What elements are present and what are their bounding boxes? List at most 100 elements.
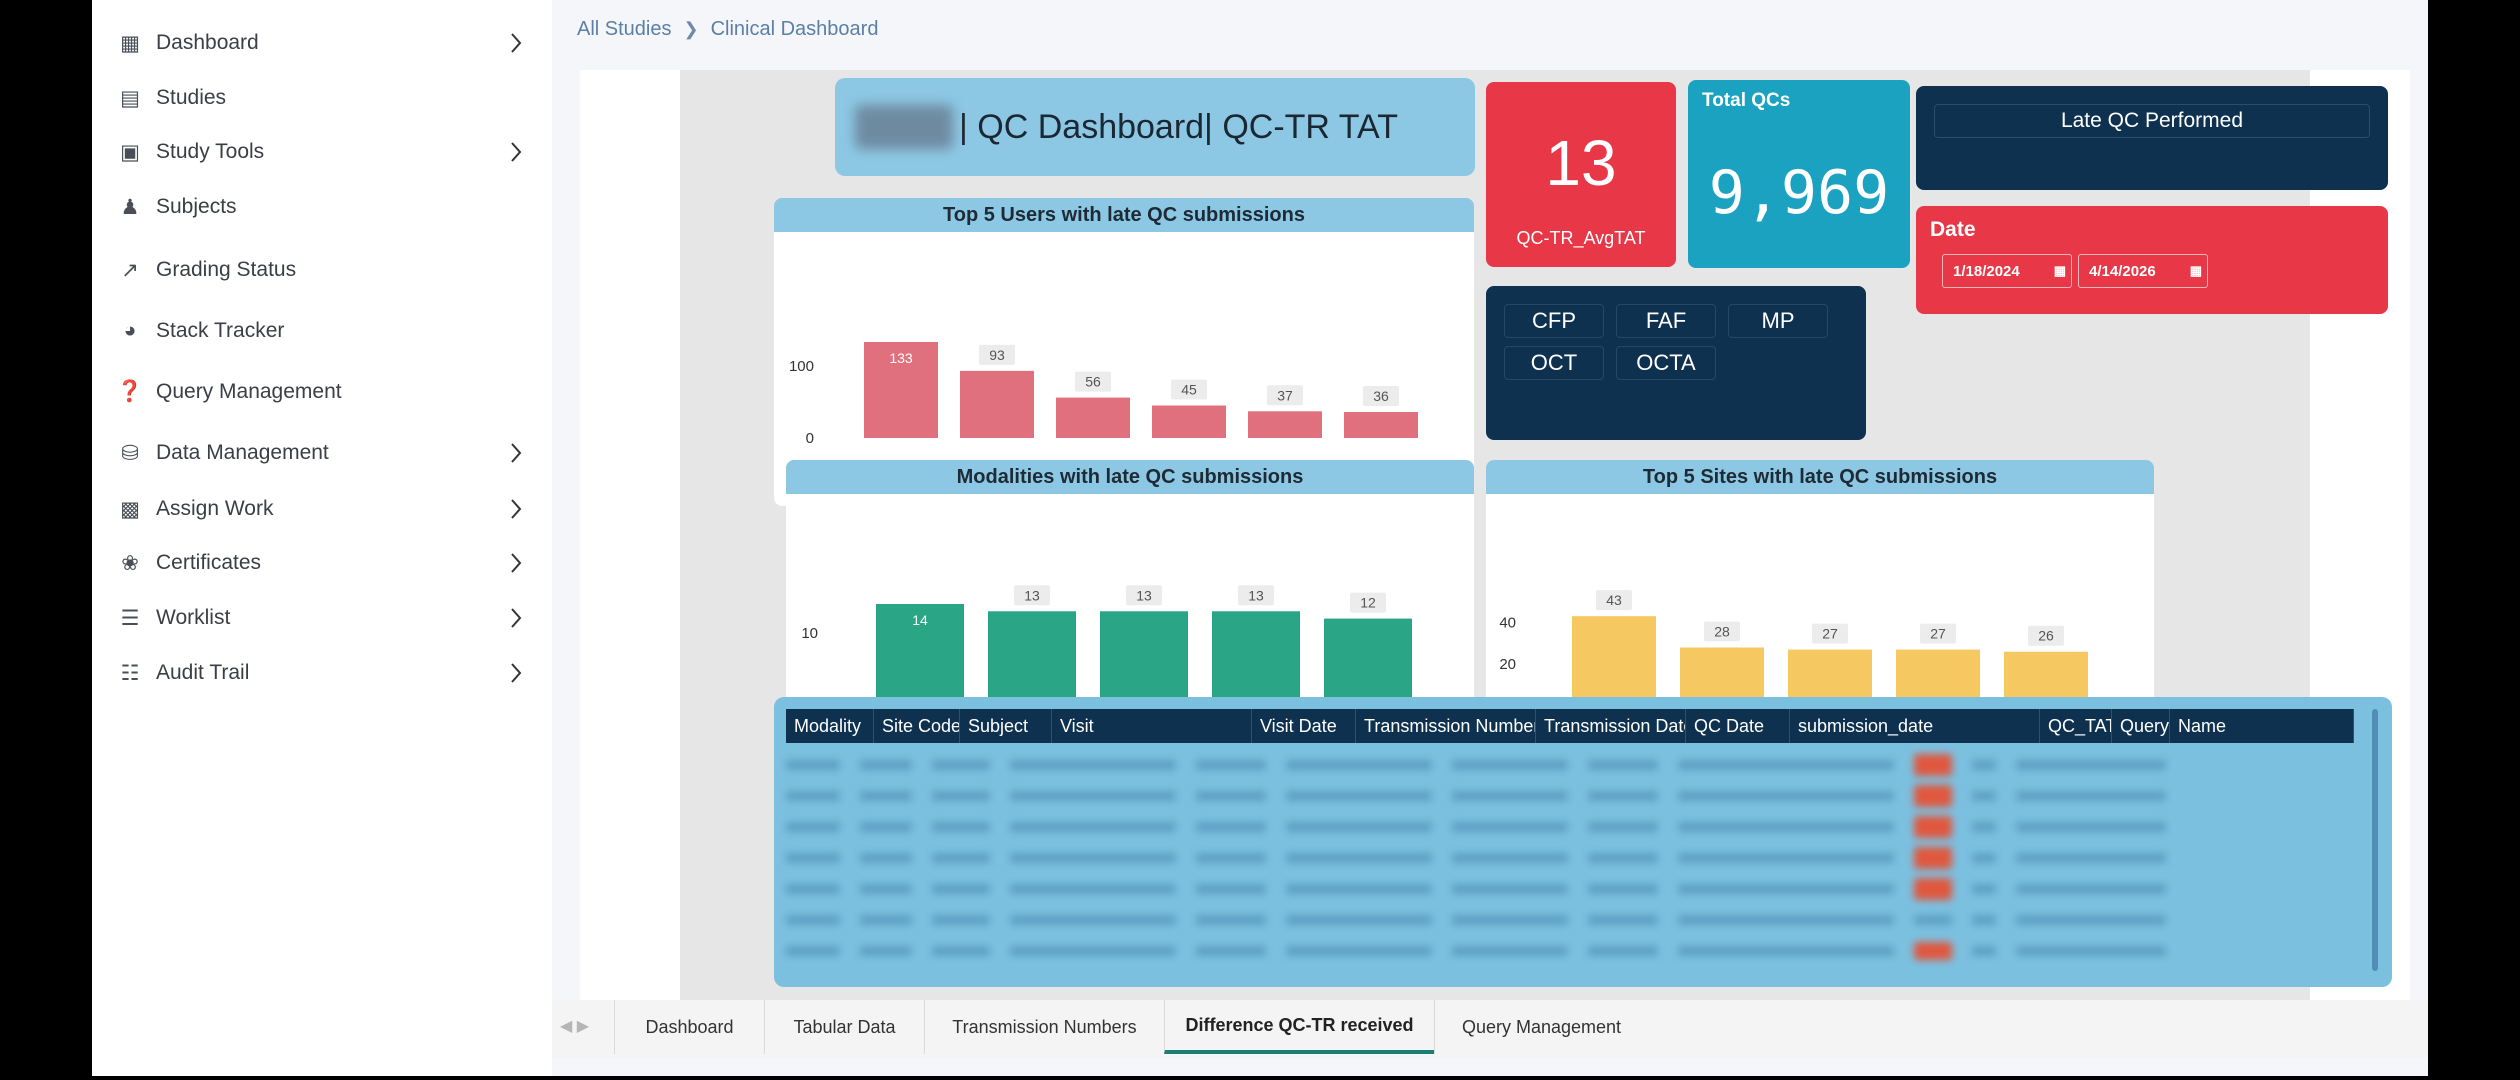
- modalities-chart-title: Modalities with late QC submissions: [786, 460, 1474, 494]
- late-qc-performed-button[interactable]: Late QC Performed: [1934, 104, 2370, 138]
- tab-dashboard[interactable]: Dashboard: [614, 1000, 764, 1054]
- sidebar-item-subjects[interactable]: ♟ Subjects: [118, 187, 528, 227]
- breadcrumb-root-link[interactable]: All Studies: [577, 18, 672, 40]
- bar[interactable]: [1152, 405, 1226, 438]
- redacted-cell: [932, 946, 990, 956]
- bar[interactable]: [1100, 611, 1188, 706]
- sidebar-item-dashboard[interactable]: ▦ Dashboard: [118, 23, 528, 63]
- data-label: 13: [1024, 587, 1040, 603]
- total-qcs-value: 9,969: [1708, 158, 1890, 228]
- chevron-right-icon[interactable]: [504, 497, 528, 521]
- start-date-input[interactable]: 1/18/2024 ▦: [1942, 254, 2072, 288]
- table-row-redacted[interactable]: [786, 847, 2354, 869]
- bar[interactable]: [1896, 649, 1980, 706]
- redacted-cell: [1678, 822, 1894, 832]
- bar[interactable]: [1212, 611, 1300, 706]
- redacted-cell: [1010, 946, 1176, 956]
- redacted-cell: [1588, 791, 1658, 801]
- sidebar-item-stack-tracker[interactable]: ◕ Stack Tracker: [118, 311, 528, 351]
- redacted-cell: [1972, 946, 1996, 956]
- bar[interactable]: [2004, 651, 2088, 706]
- tab-nav-arrows[interactable]: ◀ ▶: [560, 1018, 590, 1035]
- redacted-cell: [860, 822, 912, 832]
- chevron-right-icon[interactable]: [504, 606, 528, 630]
- redacted-cell: [1588, 853, 1658, 863]
- table-row-redacted[interactable]: [786, 785, 2354, 807]
- column-header[interactable]: Transmission Date: [1536, 709, 1686, 743]
- late-qc-table: Modality Site Code Subject Visit Visit Date T…: [774, 697, 2392, 987]
- data-label-bg: [1704, 621, 1740, 642]
- column-header[interactable]: QC Date: [1686, 709, 1790, 743]
- data-label: 13: [1248, 587, 1264, 603]
- sidebar-item-assign-work[interactable]: ▩ Assign Work: [118, 489, 528, 529]
- total-qcs-label: Total QCs: [1702, 90, 1791, 111]
- sidebar-item-grading-status[interactable]: ↗ Grading Status: [118, 250, 528, 290]
- table-row-redacted[interactable]: [786, 816, 2354, 838]
- chevron-right-icon[interactable]: [504, 441, 528, 465]
- bar[interactable]: [1788, 649, 1872, 706]
- bar[interactable]: [988, 611, 1076, 706]
- chevron-right-icon[interactable]: [504, 140, 528, 164]
- chevron-right-icon[interactable]: [504, 31, 528, 55]
- sidebar-item-query-management[interactable]: ❓ Query Management: [117, 372, 528, 412]
- sidebar-item-label: Dashboard: [156, 31, 259, 54]
- tab-transmission-numbers[interactable]: Transmission Numbers: [924, 1000, 1164, 1054]
- redacted-cell: [1286, 853, 1432, 863]
- users-chart-title: Top 5 Users with late QC submissions: [774, 198, 1474, 232]
- bar[interactable]: [960, 370, 1034, 438]
- sidebar-item-label: Certificates: [156, 551, 262, 574]
- data-label-bg: [1014, 585, 1050, 606]
- bar[interactable]: [1324, 618, 1412, 706]
- sidebar-item-studies[interactable]: ▤ Studies: [118, 78, 528, 118]
- redacted-cell: [1452, 884, 1568, 894]
- column-header[interactable]: Visit Date: [1252, 709, 1356, 743]
- bar[interactable]: [1344, 412, 1418, 438]
- column-header[interactable]: Visit: [1052, 709, 1252, 743]
- sidebar-item-audit-trail[interactable]: ☷ Audit Trail: [118, 653, 528, 693]
- column-header[interactable]: QC_TAT: [2040, 709, 2112, 743]
- bar[interactable]: [1680, 647, 1764, 706]
- data-label-bg: [1126, 585, 1162, 606]
- table-row-redacted[interactable]: [786, 754, 2354, 776]
- sidebar-item-worklist[interactable]: ☰ Worklist: [118, 598, 528, 638]
- tab-tabular-data[interactable]: Tabular Data: [764, 1000, 924, 1054]
- table-scrollbar[interactable]: [2372, 709, 2378, 971]
- calendar-icon[interactable]: ▦: [2053, 263, 2067, 278]
- end-date-input[interactable]: 4/14/2026 ▦: [2078, 254, 2208, 288]
- sidebar-item-study-tools[interactable]: ▣ Study Tools: [118, 132, 528, 172]
- y-tick-label: 40: [1499, 614, 1516, 631]
- modality-chip-octa[interactable]: OCTA: [1616, 346, 1716, 380]
- column-header[interactable]: Name: [2170, 709, 2354, 743]
- sidebar-item-certificates[interactable]: ❀ Certificates: [118, 543, 528, 583]
- table-row-redacted[interactable]: [786, 878, 2354, 900]
- redacted-cell: [860, 884, 912, 894]
- redacted-cell: [1914, 754, 1952, 776]
- bar[interactable]: [1056, 397, 1130, 438]
- redacted-cell: [1196, 915, 1266, 925]
- modality-chip-oct[interactable]: OCT: [1504, 346, 1604, 380]
- calendar-icon[interactable]: ▦: [2189, 263, 2203, 278]
- chevron-right-icon[interactable]: [504, 661, 528, 685]
- modality-chip-faf[interactable]: FAF: [1616, 304, 1716, 338]
- chevron-right-icon[interactable]: [504, 551, 528, 575]
- column-header[interactable]: Subject: [960, 709, 1052, 743]
- sidebar-item-data-management[interactable]: ⛁ Data Management: [118, 433, 528, 473]
- book-icon: ▤: [120, 86, 140, 110]
- modality-chip-cfp[interactable]: CFP: [1504, 304, 1604, 338]
- tab-query-management[interactable]: Query Management: [1434, 1000, 1648, 1054]
- redacted-cell: [786, 760, 840, 770]
- data-label-bg: [2028, 625, 2064, 646]
- table-row-redacted[interactable]: [786, 910, 2354, 930]
- column-header[interactable]: Site Code: [874, 709, 960, 743]
- column-header[interactable]: Modality: [786, 709, 874, 743]
- column-header[interactable]: submission_date: [1790, 709, 2040, 743]
- column-header[interactable]: Query: [2112, 709, 2170, 743]
- bar[interactable]: [1248, 411, 1322, 438]
- redacted-cell: [1196, 791, 1266, 801]
- modality-chip-mp[interactable]: MP: [1728, 304, 1828, 338]
- column-header[interactable]: Transmission Number: [1356, 709, 1536, 743]
- tab-difference-qc-tr-received[interactable]: Difference QC-TR received: [1164, 1000, 1434, 1054]
- table-row-redacted[interactable]: [786, 941, 2354, 961]
- redacted-cell: [1010, 822, 1176, 832]
- bar[interactable]: [1572, 616, 1656, 706]
